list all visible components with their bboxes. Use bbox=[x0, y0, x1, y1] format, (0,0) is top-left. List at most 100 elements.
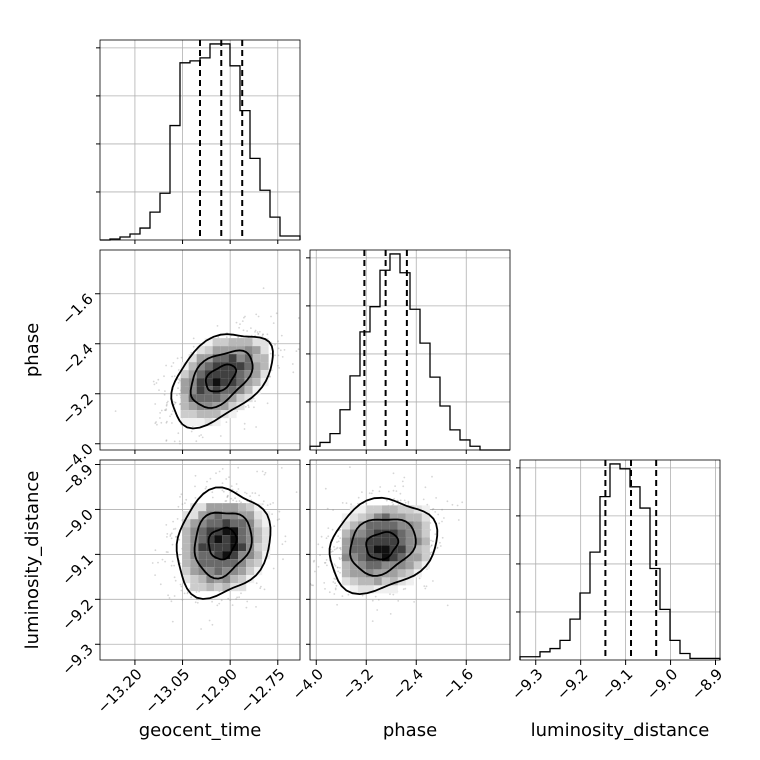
scatter-point bbox=[393, 497, 396, 500]
hist-panel-luminosity_distance bbox=[516, 459, 721, 661]
density-cell bbox=[190, 583, 199, 592]
scatter-point bbox=[325, 559, 328, 561]
scatter-point bbox=[171, 410, 174, 412]
density-cell bbox=[349, 521, 358, 530]
scatter-point bbox=[339, 571, 341, 574]
density-cell bbox=[230, 503, 239, 512]
scatter-point bbox=[443, 517, 445, 519]
density-cell bbox=[228, 370, 237, 379]
scatter-point bbox=[178, 379, 181, 382]
scatter-point bbox=[243, 422, 246, 425]
scatter-point bbox=[361, 594, 364, 597]
scatter-point bbox=[312, 560, 315, 563]
x-tick-label-phase: −3.2 bbox=[339, 665, 377, 703]
density-cell bbox=[254, 559, 263, 568]
scatter-point bbox=[169, 415, 171, 418]
panel-geocent_time_vs_luminosity_distance bbox=[99, 459, 301, 661]
density-cell bbox=[349, 577, 358, 586]
scatter-point bbox=[152, 380, 155, 383]
scatter-point bbox=[272, 567, 275, 570]
density-cell bbox=[238, 567, 247, 576]
density-cell bbox=[204, 338, 213, 347]
scatter-point bbox=[266, 402, 269, 405]
density-cell bbox=[421, 529, 430, 538]
scatter-point bbox=[177, 381, 180, 384]
scatter-point bbox=[178, 440, 181, 443]
scatter-point bbox=[404, 501, 407, 504]
y-tick-label-phase: −3.2 bbox=[58, 390, 96, 428]
density-cell bbox=[389, 521, 398, 530]
scatter-point bbox=[337, 540, 340, 543]
scatter-point bbox=[277, 340, 279, 343]
density-cell bbox=[188, 370, 197, 379]
scatter-point bbox=[320, 535, 323, 538]
scatter-point bbox=[205, 486, 208, 488]
density-cell bbox=[405, 569, 414, 578]
density-cell bbox=[180, 402, 189, 411]
density-cell bbox=[381, 513, 390, 522]
density-cell bbox=[188, 354, 197, 363]
scatter-point bbox=[230, 485, 233, 487]
scatter-point bbox=[314, 570, 316, 573]
scatter-point bbox=[278, 518, 281, 520]
scatter-point bbox=[173, 576, 176, 579]
density-cell bbox=[254, 519, 263, 528]
panel-phase_vs_luminosity_distance bbox=[309, 459, 511, 661]
density-cell bbox=[365, 585, 374, 594]
scatter-point bbox=[324, 561, 327, 564]
scatter-point bbox=[291, 363, 294, 365]
density-cell bbox=[357, 585, 366, 594]
density-cell bbox=[182, 527, 191, 536]
density-cell bbox=[190, 535, 199, 544]
scatter-point bbox=[179, 553, 181, 556]
density-cell bbox=[206, 527, 215, 536]
scatter-point bbox=[371, 489, 374, 492]
scatter-point bbox=[157, 561, 159, 564]
hist-panel-phase bbox=[306, 249, 511, 451]
density-cell bbox=[413, 545, 422, 554]
density-cell bbox=[228, 346, 237, 355]
y-tick-label-phase: −1.6 bbox=[58, 290, 96, 328]
scatter-point bbox=[335, 547, 338, 550]
density-cell bbox=[357, 521, 366, 530]
density-cell bbox=[198, 511, 207, 520]
density-cell bbox=[246, 559, 255, 568]
scatter-point bbox=[429, 522, 432, 524]
density-cell bbox=[236, 362, 245, 371]
scatter-point bbox=[260, 585, 262, 588]
scatter-point bbox=[243, 316, 245, 319]
scatter-point bbox=[402, 588, 405, 591]
density-cell bbox=[413, 553, 422, 562]
density-cell bbox=[220, 370, 229, 379]
x-axis-label-luminosity-distance: luminosity_distance bbox=[531, 720, 710, 741]
scatter-point bbox=[190, 596, 193, 599]
scatter-point bbox=[402, 485, 405, 488]
scatter-point bbox=[237, 466, 240, 469]
density-cell bbox=[365, 529, 374, 538]
scatter-point bbox=[180, 585, 183, 588]
scatter-point bbox=[178, 393, 181, 395]
density-cell bbox=[260, 338, 269, 347]
density-cell bbox=[196, 386, 205, 395]
scatter-point bbox=[278, 510, 281, 513]
scatter-point bbox=[166, 420, 168, 423]
scatter-point bbox=[336, 566, 339, 569]
density-cell bbox=[365, 569, 374, 578]
scatter-point bbox=[170, 532, 173, 535]
density-cell bbox=[196, 354, 205, 363]
scatter-point bbox=[271, 513, 273, 515]
scatter-point bbox=[319, 554, 321, 556]
scatter-point bbox=[437, 513, 440, 516]
scatter-point bbox=[173, 595, 176, 597]
density-cell bbox=[228, 354, 237, 363]
scatter-point bbox=[283, 349, 286, 351]
scatter-point bbox=[261, 335, 264, 337]
panel-frame bbox=[99, 459, 301, 661]
density-cell bbox=[212, 394, 221, 403]
density-cell bbox=[421, 505, 430, 514]
scatter-point bbox=[326, 507, 329, 510]
scatter-point bbox=[211, 491, 214, 494]
density-cell bbox=[252, 338, 261, 347]
scatter-point bbox=[167, 400, 169, 403]
